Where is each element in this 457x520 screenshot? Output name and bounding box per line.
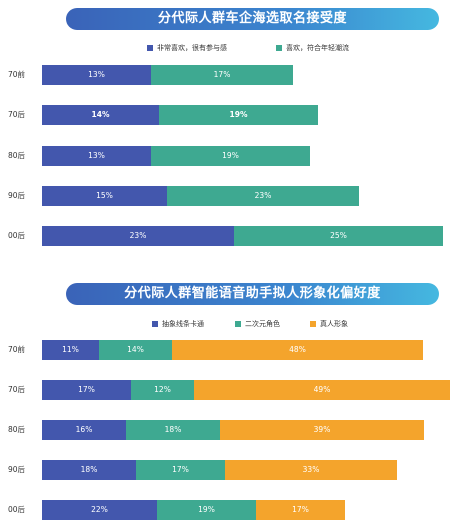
legend-swatch [235, 320, 241, 327]
legend-swatch [276, 44, 282, 51]
category-label: 80后 [8, 151, 26, 160]
bar-segment: 48% [172, 340, 423, 360]
legend-label: 抽象线条卡通 [162, 320, 204, 328]
category-label: 70后 [8, 385, 26, 394]
legend-item: 真人形象 [310, 318, 348, 330]
bar-segment: 22% [42, 500, 157, 520]
legend-label: 非常喜欢，很有参与感 [157, 44, 227, 52]
data-label: 13% [88, 151, 105, 160]
bar-segment: 11% [42, 340, 99, 360]
category-label: 80后 [8, 425, 26, 434]
legend-swatch [310, 320, 316, 327]
category-label: 70前 [8, 70, 26, 79]
category-label: 00后 [8, 231, 26, 240]
bar-segment: 17% [42, 380, 131, 400]
data-label: 14% [127, 345, 144, 354]
bar-segment: 15% [42, 186, 167, 206]
bar-segment: 18% [126, 420, 220, 440]
category-label: 70后 [8, 110, 26, 119]
data-label: 22% [91, 505, 108, 514]
bar-segment: 23% [167, 186, 359, 206]
data-label: 23% [129, 231, 147, 240]
bar-segment: 14% [42, 105, 159, 125]
data-label: 11% [62, 345, 79, 354]
data-label: 33% [302, 465, 320, 474]
legend-label: 真人形象 [320, 320, 348, 328]
bar-segment: 19% [157, 500, 256, 520]
data-label: 48% [289, 345, 306, 354]
bar-segment: 19% [151, 146, 310, 166]
bar-segment: 19% [159, 105, 318, 125]
category-label: 70前 [8, 345, 26, 354]
bar-segment: 12% [131, 380, 194, 400]
data-label: 17% [292, 505, 309, 514]
legend-item: 二次元角色 [235, 318, 280, 330]
bar-segment: 17% [136, 460, 225, 480]
data-label: 14% [91, 110, 110, 119]
bar-segment: 13% [42, 65, 151, 85]
data-label: 19% [229, 110, 248, 119]
data-label: 39% [313, 425, 331, 434]
data-label: 13% [88, 70, 105, 79]
category-label: 00后 [8, 505, 26, 514]
data-label: 19% [222, 151, 239, 160]
category-label: 90后 [8, 465, 26, 474]
bar-segment: 16% [42, 420, 126, 440]
legend-swatch [152, 320, 158, 327]
legend-item: 非常喜欢，很有参与感 [147, 42, 227, 54]
chart1-legend: 非常喜欢，很有参与感 喜欢，符合年轻潮流 [0, 42, 457, 54]
legend-item: 抽象线条卡通 [152, 318, 204, 330]
bar-segment: 18% [42, 460, 136, 480]
bar-segment: 17% [151, 65, 293, 85]
data-label: 18% [80, 465, 98, 474]
bar-segment: 14% [99, 340, 172, 360]
data-label: 15% [96, 191, 113, 200]
data-label: 16% [75, 425, 93, 434]
legend-label: 二次元角色 [245, 320, 280, 328]
bar-segment: 23% [42, 226, 234, 246]
chart2-legend: 抽象线条卡通 二次元角色 真人形象 [0, 318, 457, 330]
data-label: 23% [254, 191, 272, 200]
data-label: 25% [330, 231, 347, 240]
data-label: 17% [172, 465, 189, 474]
bar-segment: 13% [42, 146, 151, 166]
data-label: 19% [198, 505, 215, 514]
legend-item: 喜欢，符合年轻潮流 [276, 42, 349, 54]
legend-swatch [147, 44, 153, 51]
data-label: 12% [154, 385, 171, 394]
chart2-title: 分代际人群智能语音助手拟人形象化偏好度 [66, 283, 439, 305]
data-label: 17% [213, 70, 231, 79]
chart1-title: 分代际人群车企海选取名接受度 [66, 8, 439, 30]
legend-label: 喜欢，符合年轻潮流 [286, 44, 349, 52]
data-label: 49% [313, 385, 331, 394]
category-label: 90后 [8, 191, 26, 200]
bar-segment: 39% [220, 420, 424, 440]
bar-segment: 49% [194, 380, 450, 400]
data-label: 18% [164, 425, 182, 434]
data-label: 17% [78, 385, 95, 394]
bar-segment: 17% [256, 500, 345, 520]
bar-segment: 33% [225, 460, 397, 480]
bar-segment: 25% [234, 226, 443, 246]
